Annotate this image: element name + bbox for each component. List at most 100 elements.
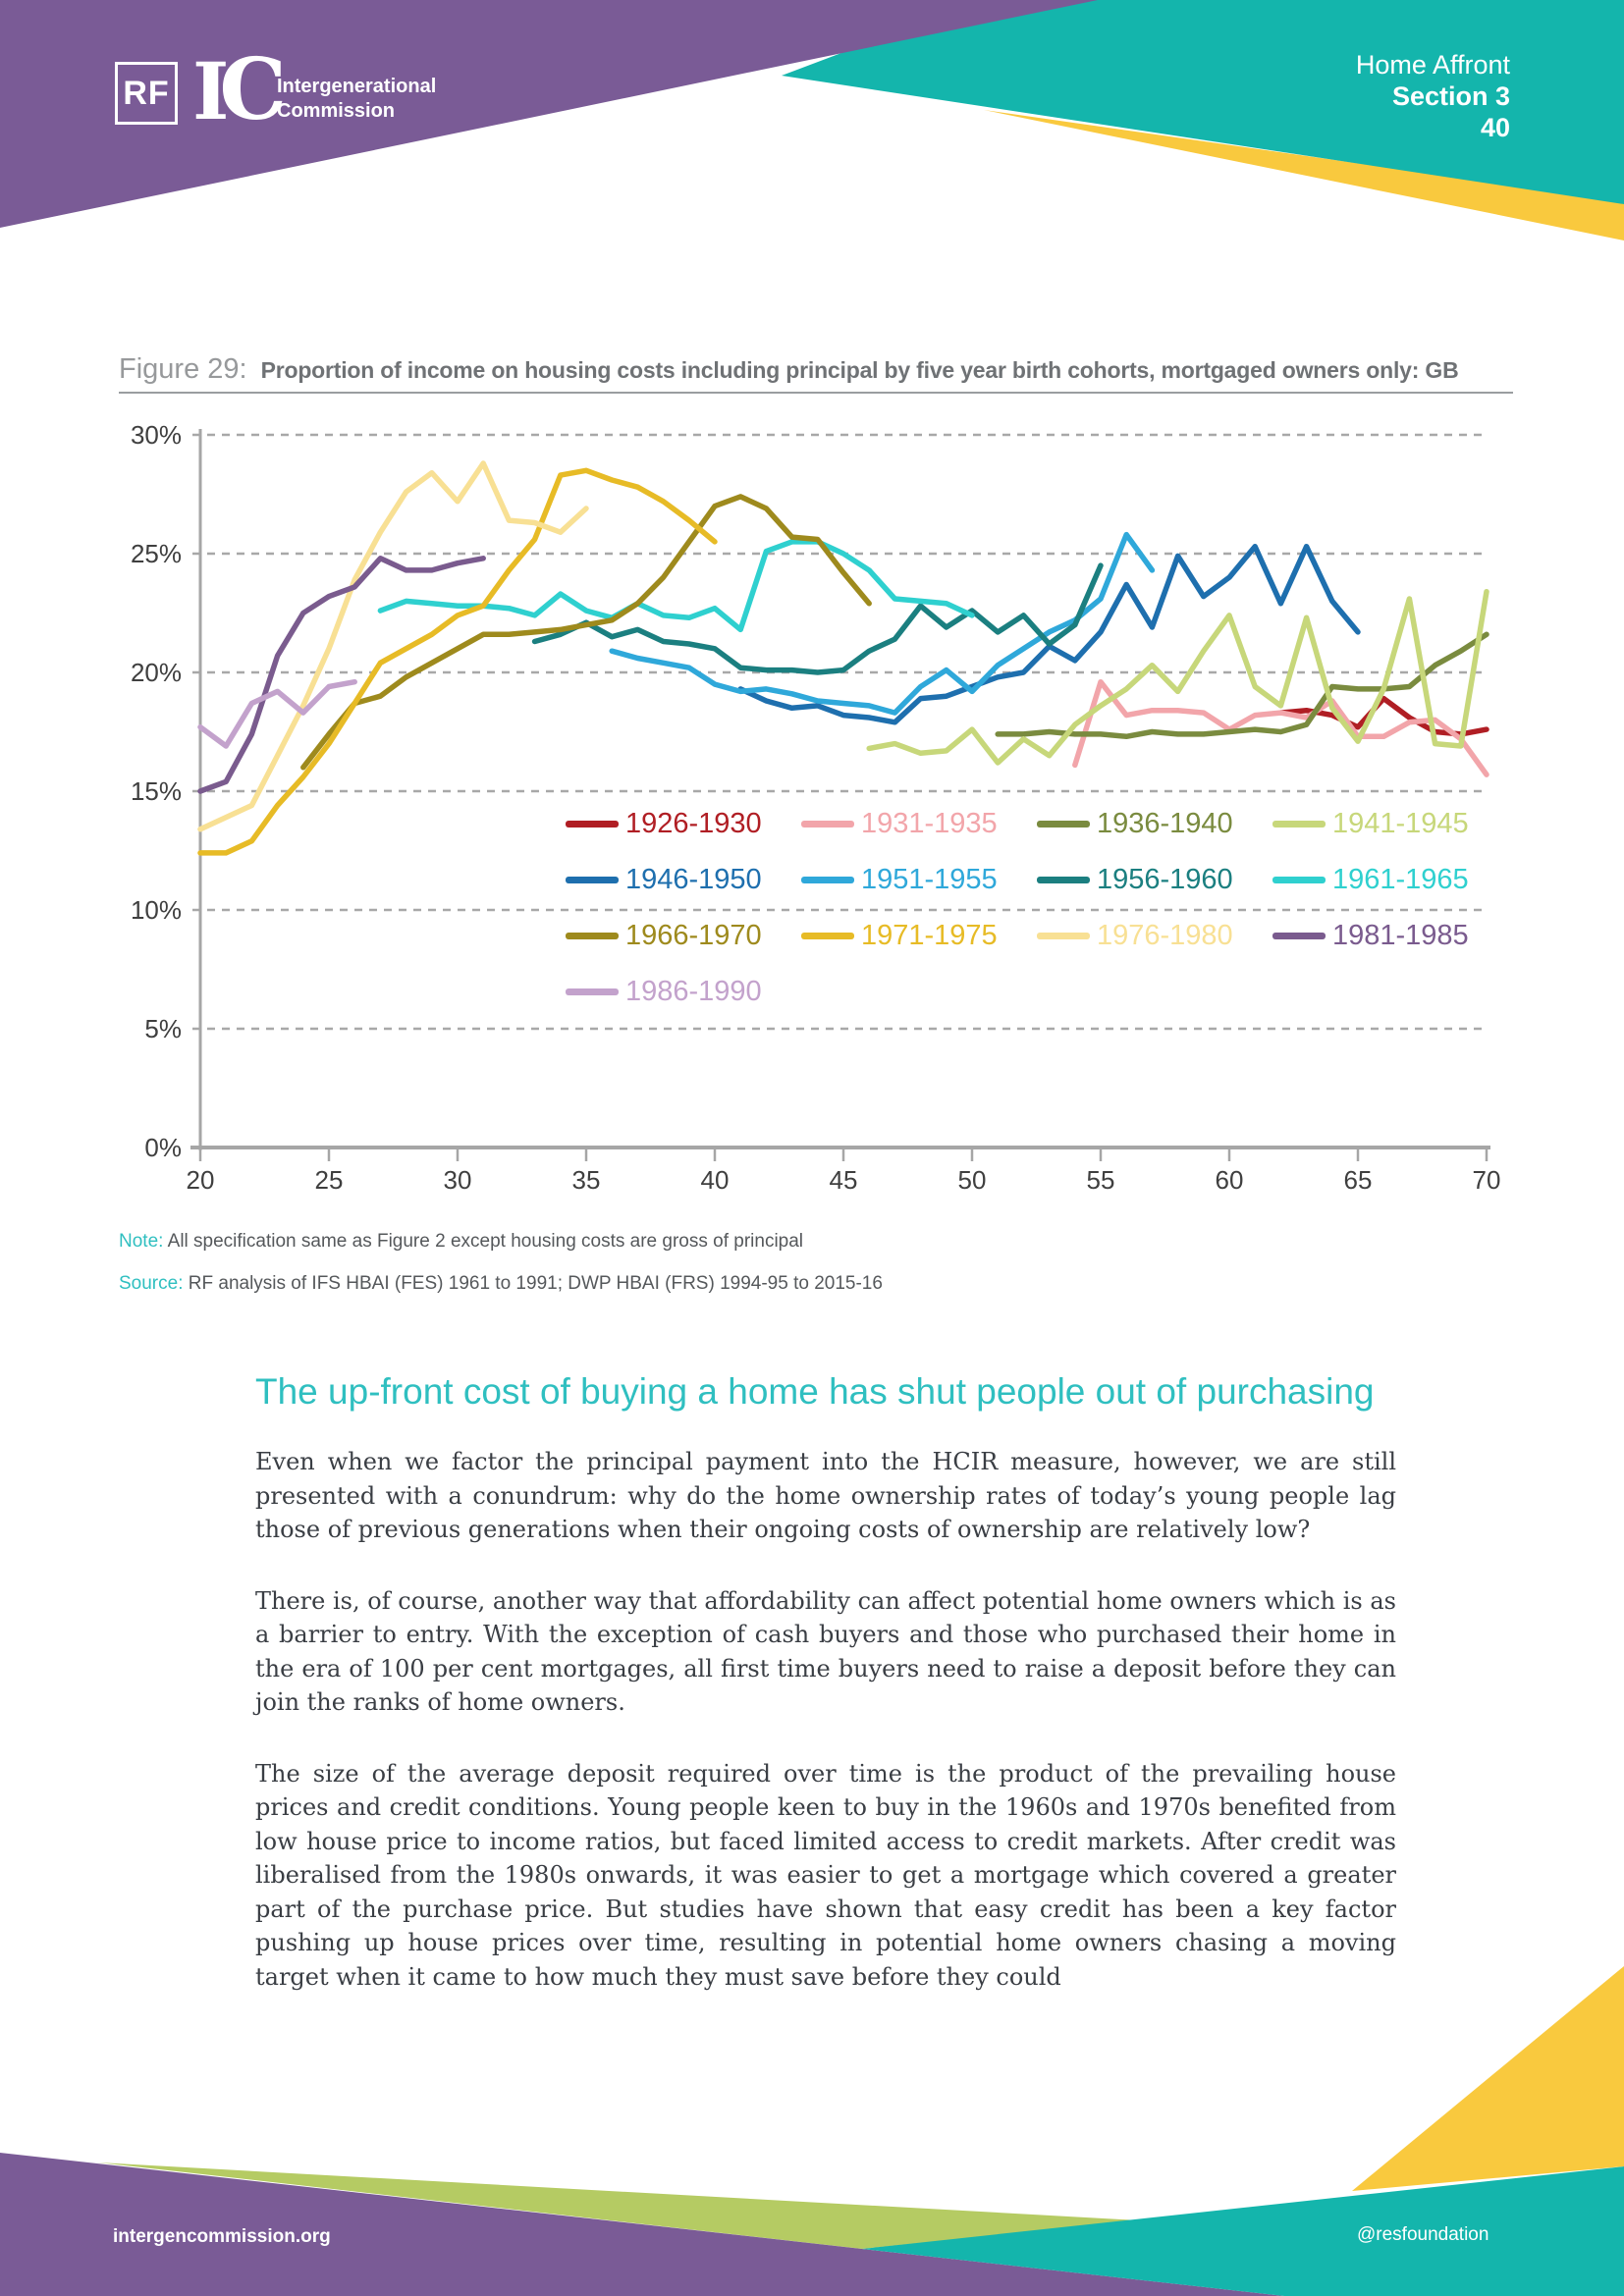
- org-name: Intergenerational Commission: [277, 75, 436, 124]
- y-axis-label-10%: 10%: [130, 895, 182, 925]
- legend-item-1956-1960: 1956-1960: [1037, 852, 1272, 908]
- legend-item-1971-1975: 1971-1975: [801, 908, 1037, 964]
- series-line-1956-1960: [531, 562, 1104, 675]
- series-line-1941-1945: [866, 588, 1489, 766]
- figure-label: Figure 29:: [119, 353, 247, 385]
- chart-legend: 1926-1930 1931-1935 1936-1940 1941-1945 1946…: [566, 796, 1508, 1020]
- legend-label-1931-1935: 1931-1935: [861, 808, 998, 839]
- document-title: Home Affront: [1355, 50, 1510, 80]
- figure-divider: [119, 392, 1513, 394]
- legend-label-1941-1945: 1941-1945: [1332, 808, 1469, 839]
- series-line-1986-1990: [197, 678, 357, 749]
- legend-label-1961-1965: 1961-1965: [1332, 864, 1469, 895]
- legend-label-1976-1980: 1976-1980: [1097, 920, 1233, 951]
- legend-swatch-1981-1985: [1272, 933, 1326, 939]
- legend-swatch-1971-1975: [801, 933, 854, 939]
- footer-yellow-shape: [1352, 1966, 1624, 2191]
- header-teal-shape: [782, 0, 1624, 204]
- series-line-1976-1980: [197, 460, 589, 832]
- legend-label-1936-1940: 1936-1940: [1097, 808, 1233, 839]
- legend-label-1986-1990: 1986-1990: [625, 976, 762, 1007]
- source-text: RF analysis of IFS HBAI (FES) 1961 to 19…: [188, 1273, 883, 1294]
- legend-item-1946-1950: 1946-1950: [566, 852, 801, 908]
- series-line-1931-1935: [1072, 678, 1489, 777]
- legend-item-1966-1970: 1966-1970: [566, 908, 801, 964]
- x-axis-label-60: 60: [1215, 1165, 1244, 1195]
- legend-item-1931-1935: 1931-1935: [801, 796, 1037, 852]
- x-axis-label-30: 30: [443, 1165, 472, 1195]
- figure-heading: Figure 29: Proportion of income on housi…: [119, 353, 1513, 386]
- series-line-1971-1975: [197, 467, 718, 856]
- source-label: Source:: [119, 1273, 184, 1294]
- legend-label-1951-1955: 1951-1955: [861, 864, 998, 895]
- x-axis-label-25: 25: [314, 1165, 344, 1195]
- legend-swatch-1986-1990: [566, 988, 619, 995]
- legend-item-1926-1930: 1926-1930: [566, 796, 801, 852]
- page-number: 40: [1480, 113, 1510, 142]
- x-axis-label-70: 70: [1472, 1165, 1501, 1195]
- y-axis-label-0%: 0%: [144, 1133, 182, 1162]
- series-line-1936-1940: [995, 631, 1489, 740]
- footer-twitter-link[interactable]: @resfoundation: [1357, 2224, 1489, 2245]
- section-label: Section 3: [1391, 81, 1510, 111]
- legend-label-1946-1950: 1946-1950: [625, 864, 762, 895]
- rf-logo: RF: [115, 62, 178, 125]
- legend-swatch-1931-1935: [801, 821, 854, 828]
- series-line-1966-1970: [300, 494, 872, 771]
- paragraph-2: There is, of course, another way that af…: [255, 1586, 1396, 1717]
- legend-label-1956-1960: 1956-1960: [1097, 864, 1233, 895]
- series-line-1961-1965: [377, 539, 975, 633]
- header-purple-shape: [0, 0, 1098, 228]
- legend-label-1926-1930: 1926-1930: [625, 808, 762, 839]
- legend-swatch-1926-1930: [566, 821, 619, 828]
- legend-item-1981-1985: 1981-1985: [1272, 908, 1508, 964]
- footer-teal-shape: [862, 2166, 1624, 2296]
- figure-title: Proportion of income on housing costs in…: [260, 357, 1459, 383]
- legend-swatch-1941-1945: [1272, 821, 1326, 828]
- legend-item-1961-1965: 1961-1965: [1272, 852, 1508, 908]
- x-axis-label-50: 50: [957, 1165, 987, 1195]
- legend-item-1986-1990: 1986-1990: [566, 964, 801, 1020]
- legend-label-1981-1985: 1981-1985: [1332, 920, 1469, 951]
- x-axis-label-45: 45: [829, 1165, 858, 1195]
- legend-item-1951-1955: 1951-1955: [801, 852, 1037, 908]
- legend-swatch-1956-1960: [1037, 877, 1090, 883]
- legend-swatch-1966-1970: [566, 933, 619, 939]
- note-label: Note:: [119, 1231, 164, 1252]
- legend-label-1966-1970: 1966-1970: [625, 920, 762, 951]
- footer-banner: [0, 1966, 1624, 2296]
- legend-swatch-1946-1950: [566, 877, 619, 883]
- figure-note: Note: All specification same as Figure 2…: [119, 1231, 803, 1253]
- x-axis-label-20: 20: [186, 1165, 215, 1195]
- x-axis-label-35: 35: [571, 1165, 601, 1195]
- footer-website-link[interactable]: intergencommission.org: [113, 2226, 331, 2247]
- legend-swatch-1961-1965: [1272, 877, 1326, 883]
- y-axis-label-20%: 20%: [130, 658, 182, 687]
- footer-purple-shape: [0, 2153, 1284, 2296]
- body-content: The up-front cost of buying a home has s…: [255, 1366, 1396, 2031]
- figure-source: Source: RF analysis of IFS HBAI (FES) 19…: [119, 1273, 883, 1295]
- y-axis-label-30%: 30%: [130, 420, 182, 450]
- header-meta: Home Affront Section 3 40: [1356, 49, 1510, 143]
- line-chart: [190, 429, 1490, 1161]
- paragraph-1: Even when we factor the principal paymen…: [255, 1448, 1396, 1543]
- legend-item-1936-1940: 1936-1940: [1037, 796, 1272, 852]
- legend-swatch-1976-1980: [1037, 933, 1090, 939]
- series-line-1951-1955: [609, 531, 1156, 716]
- x-axis-label-40: 40: [700, 1165, 730, 1195]
- legend-item-1976-1980: 1976-1980: [1037, 908, 1272, 964]
- legend-item-1941-1945: 1941-1945: [1272, 796, 1508, 852]
- org-name-line2: Commission: [277, 100, 396, 122]
- x-axis-label-55: 55: [1086, 1165, 1115, 1195]
- series-line-1981-1985: [197, 556, 486, 794]
- org-name-line1: Intergenerational: [277, 76, 437, 97]
- ic-logo: IC: [192, 40, 287, 139]
- x-axis-label-65: 65: [1343, 1165, 1373, 1195]
- y-axis-label-25%: 25%: [130, 539, 182, 568]
- header-yellow-stripe: [984, 110, 1624, 240]
- rf-logo-text: RF: [123, 74, 170, 112]
- section-heading: The up-front cost of buying a home has s…: [255, 1371, 1375, 1412]
- note-text: All specification same as Figure 2 excep…: [167, 1231, 804, 1252]
- y-axis-label-15%: 15%: [130, 776, 182, 806]
